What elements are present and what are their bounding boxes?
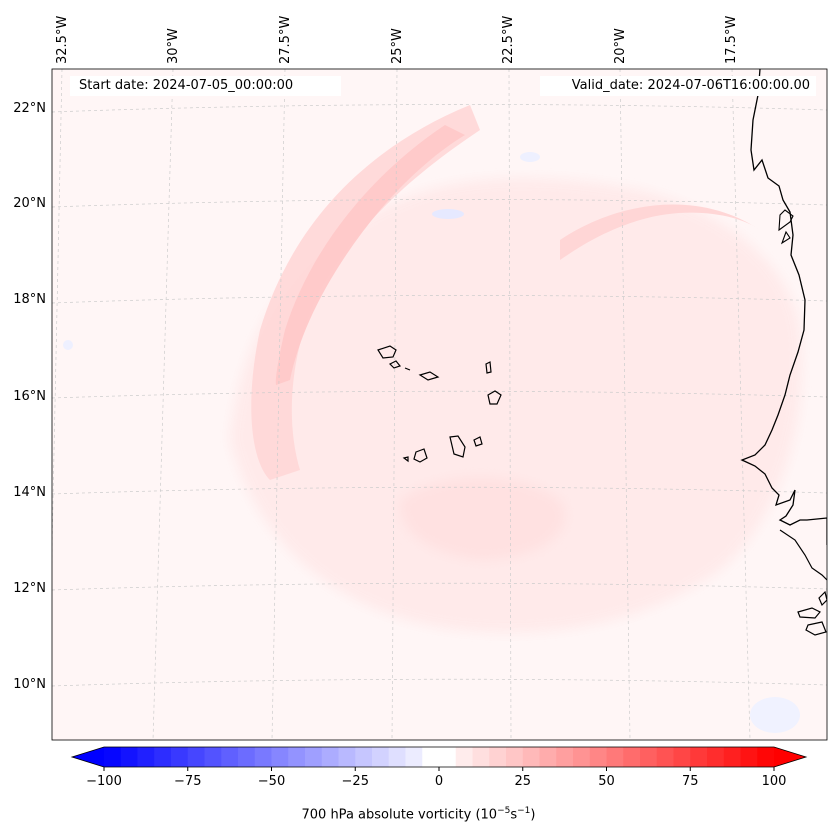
colorbar-extend-max (774, 747, 806, 767)
colorbar-segment (338, 747, 356, 767)
colorbar-segment (656, 747, 674, 767)
vorticity-region-broad (230, 178, 802, 633)
cape-verde-islands (377, 345, 502, 463)
lat-label: 14°N (13, 485, 46, 500)
colorbar-tick-label: 25 (514, 774, 531, 789)
colorbar-segment (439, 747, 457, 767)
colorbar-segment (221, 747, 239, 767)
colorbar-segment (757, 747, 775, 767)
lon-label: 27.5°W (278, 16, 293, 64)
colorbar-segment (271, 747, 289, 767)
colorbar-tick-label: −25 (342, 774, 369, 789)
map-frame (51, 68, 828, 741)
colorbar-tick-label: −75 (174, 774, 201, 789)
longitude-labels: 32.5°W 30°W 27.5°W 25°W 22.5°W 20°W 17.5… (55, 16, 739, 64)
colorbar-segment (388, 747, 406, 767)
lon-label: 20°W (613, 28, 628, 64)
valid-date-value: 2024-07-06T16:00:00.00 (647, 78, 810, 93)
colorbar-segment (422, 747, 440, 767)
colorbar-segment (120, 747, 138, 767)
colorbar-segment (187, 747, 205, 767)
colorbar-tick-label: −100 (86, 774, 122, 789)
colorbar-segment (707, 747, 725, 767)
colorbar-segment (556, 747, 574, 767)
lat-label: 18°N (13, 292, 46, 307)
colorbar-tick-label: 75 (682, 774, 699, 789)
colorbar-segment (673, 747, 691, 767)
colorbar-segment (254, 747, 272, 767)
colorbar-tick-label: −50 (258, 774, 285, 789)
lat-label: 22°N (13, 101, 46, 116)
colorbar-segment (355, 747, 373, 767)
lat-label: 16°N (13, 389, 46, 404)
lon-label: 32.5°W (55, 16, 70, 64)
colorbar-tick-label: 50 (598, 774, 615, 789)
colorbar-segment (455, 747, 473, 767)
start-date-box: Start date: 2024-07-05_00:00:00 (70, 76, 341, 96)
colorbar-segment (690, 747, 708, 767)
negative-vorticity-patch (63, 340, 73, 350)
coast-islands-south (779, 518, 827, 636)
colorbar-segment (171, 747, 189, 767)
vorticity-field (52, 69, 827, 740)
lon-label: 30°W (166, 28, 181, 64)
coast-inlet (778, 209, 794, 245)
colorbar-ticks: −100 −75 −50 −25 0 25 50 75 100 (86, 767, 786, 789)
colorbar-segment (506, 747, 524, 767)
colorbar-segment (489, 747, 507, 767)
valid-date-label: Valid_date: (571, 78, 644, 93)
lat-label: 12°N (13, 581, 46, 596)
colorbar-segment (623, 747, 641, 767)
colorbar-segment (723, 747, 741, 767)
colorbar-segment (640, 747, 658, 767)
vorticity-swirl (560, 204, 760, 260)
colorbar-tick-label: 100 (762, 774, 787, 789)
west-africa-coastline (740, 69, 827, 526)
graticule (52, 69, 827, 740)
start-date-value: 2024-07-05_00:00:00 (152, 78, 294, 93)
valid-date-box: Valid_date: 2024-07-06T16:00:00.00 (540, 76, 816, 96)
colorbar-segment (472, 747, 490, 767)
colorbar-segment (573, 747, 591, 767)
colorbar-segment (589, 747, 607, 767)
lat-label: 10°N (13, 677, 46, 692)
colorbar-segment (305, 747, 323, 767)
colorbar-segment (740, 747, 758, 767)
colorbar-tick-label: 0 (435, 774, 443, 789)
colorbar-segment (522, 747, 540, 767)
colorbar-label: 700 hPa absolute vorticity (10−5s−1) (301, 806, 536, 823)
colorbar-segment (204, 747, 222, 767)
negative-vorticity-patch (520, 152, 540, 162)
colorbar (70, 746, 808, 768)
colorbar-segment (321, 747, 339, 767)
colorbar-extend-min (72, 747, 104, 767)
lon-label: 22.5°W (501, 16, 516, 64)
colorbar-segment (154, 747, 172, 767)
latitude-labels: 22°N 20°N 18°N 16°N 14°N 12°N 10°N (13, 101, 46, 692)
colorbar-segment (405, 747, 423, 767)
negative-vorticity-patch (750, 697, 800, 733)
vorticity-ridge-core (275, 125, 465, 385)
start-date-label: Start date: (79, 78, 149, 93)
vorticity-blob-south (399, 477, 566, 560)
lon-label: 17.5°W (724, 16, 739, 64)
lon-label: 25°W (390, 28, 405, 64)
colorbar-segment (104, 747, 122, 767)
colorbar-segment (137, 747, 155, 767)
colorbar-segment (539, 747, 557, 767)
colorbar-segment (238, 747, 256, 767)
colorbar-segment (606, 747, 624, 767)
lat-label: 20°N (13, 196, 46, 211)
vorticity-ridge-outer (251, 105, 480, 480)
colorbar-segment (288, 747, 306, 767)
colorbar-segment (372, 747, 390, 767)
negative-vorticity-patch (432, 209, 464, 219)
